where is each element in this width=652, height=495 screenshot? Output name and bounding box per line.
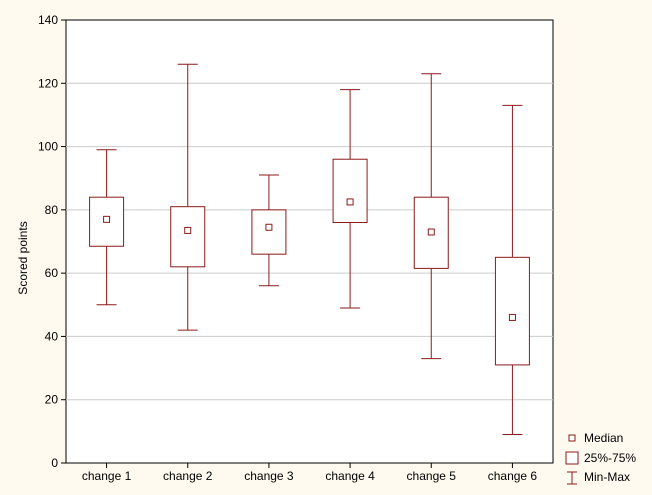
median-marker (427, 228, 435, 236)
legend-item: 25%-75% (565, 451, 636, 465)
median-marker (265, 223, 273, 231)
box-group (251, 174, 287, 287)
iqr-box (494, 256, 530, 366)
y-tick-label: 60 (45, 266, 59, 280)
y-tick-label: 100 (38, 140, 58, 154)
legend-box-icon (565, 451, 579, 465)
y-axis-label: Scored points (16, 221, 30, 294)
legend-item: Median (568, 431, 623, 445)
x-tick-label: change 4 (325, 469, 375, 483)
x-axis-ticks: change 1 change 2 change 3 change 4 change 5… (82, 463, 538, 483)
box-group (494, 104, 530, 436)
y-tick-label: 0 (51, 456, 58, 470)
grid-lines (66, 82, 553, 401)
legend-label: 25%-75% (584, 451, 636, 465)
y-tick-label: 80 (45, 203, 59, 217)
iqr-box (332, 158, 368, 224)
legend: Median 25%-75% Min-Max (565, 431, 636, 485)
legend-label: Min-Max (584, 470, 630, 484)
iqr-box (170, 206, 206, 268)
y-tick-label: 120 (38, 76, 58, 90)
legend-label: Median (584, 431, 623, 445)
box-group (170, 63, 206, 331)
legend-item: Min-Max (567, 470, 630, 485)
x-tick-label: change 5 (407, 469, 457, 483)
y-axis-ticks: 0 20 40 60 80 100 120 140 (38, 13, 66, 470)
box-group (89, 149, 125, 306)
y-tick-label: 40 (45, 329, 59, 343)
x-tick-label: change 6 (488, 469, 538, 483)
median-marker (184, 226, 192, 234)
y-tick-label: 20 (45, 393, 59, 407)
boxes (89, 63, 530, 436)
x-tick-label: change 2 (163, 469, 213, 483)
x-tick-label: change 1 (82, 469, 132, 483)
plot-area (65, 19, 554, 464)
box-group (332, 89, 368, 309)
median-marker (508, 313, 516, 321)
median-marker (103, 215, 111, 223)
median-marker (346, 198, 354, 206)
box-group (413, 73, 449, 360)
y-tick-label: 140 (38, 13, 58, 27)
legend-median-icon (568, 434, 576, 442)
x-tick-label: change 3 (244, 469, 294, 483)
iqr-box (251, 209, 287, 255)
